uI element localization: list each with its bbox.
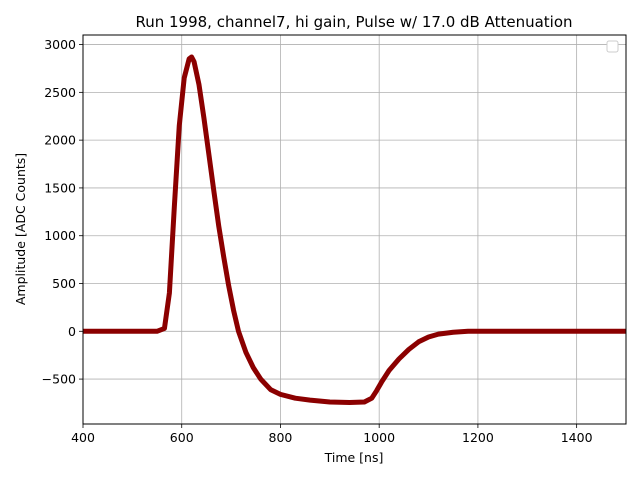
plot-area (83, 35, 626, 424)
plot-frame (82, 34, 627, 425)
y-tick-label: 0 (68, 324, 76, 339)
x-tick-label: 400 (71, 430, 95, 445)
y-tick-label: −500 (42, 372, 76, 387)
x-tick-label: 1000 (363, 430, 395, 445)
y-tick-label: 2000 (44, 133, 76, 148)
x-tick-label: 600 (170, 430, 194, 445)
y-axis-ticks: −500 0 500 1000 1500 2000 2500 3000 (42, 37, 83, 387)
series-group (83, 54, 626, 405)
y-tick-label: 3000 (44, 37, 76, 52)
legend-box (606, 40, 619, 53)
grid-lines (82, 35, 626, 424)
y-tick-label: 500 (52, 276, 76, 291)
x-tick-label: 800 (269, 430, 293, 445)
y-tick-label: 1000 (44, 228, 76, 243)
x-axis-ticks: 400 600 800 1000 1200 1400 (71, 424, 593, 445)
x-axis-label: Time [ns] (324, 450, 384, 465)
y-tick-label: 1500 (44, 180, 76, 195)
x-tick-label: 1200 (462, 430, 494, 445)
y-tick-label: 2500 (44, 85, 76, 100)
y-axis-label: Amplitude [ADC Counts] (13, 153, 28, 305)
chart-title: Run 1998, channel7, hi gain, Pulse w/ 17… (135, 13, 572, 31)
x-tick-label: 1400 (561, 430, 593, 445)
pulse-trace-line (83, 54, 626, 405)
